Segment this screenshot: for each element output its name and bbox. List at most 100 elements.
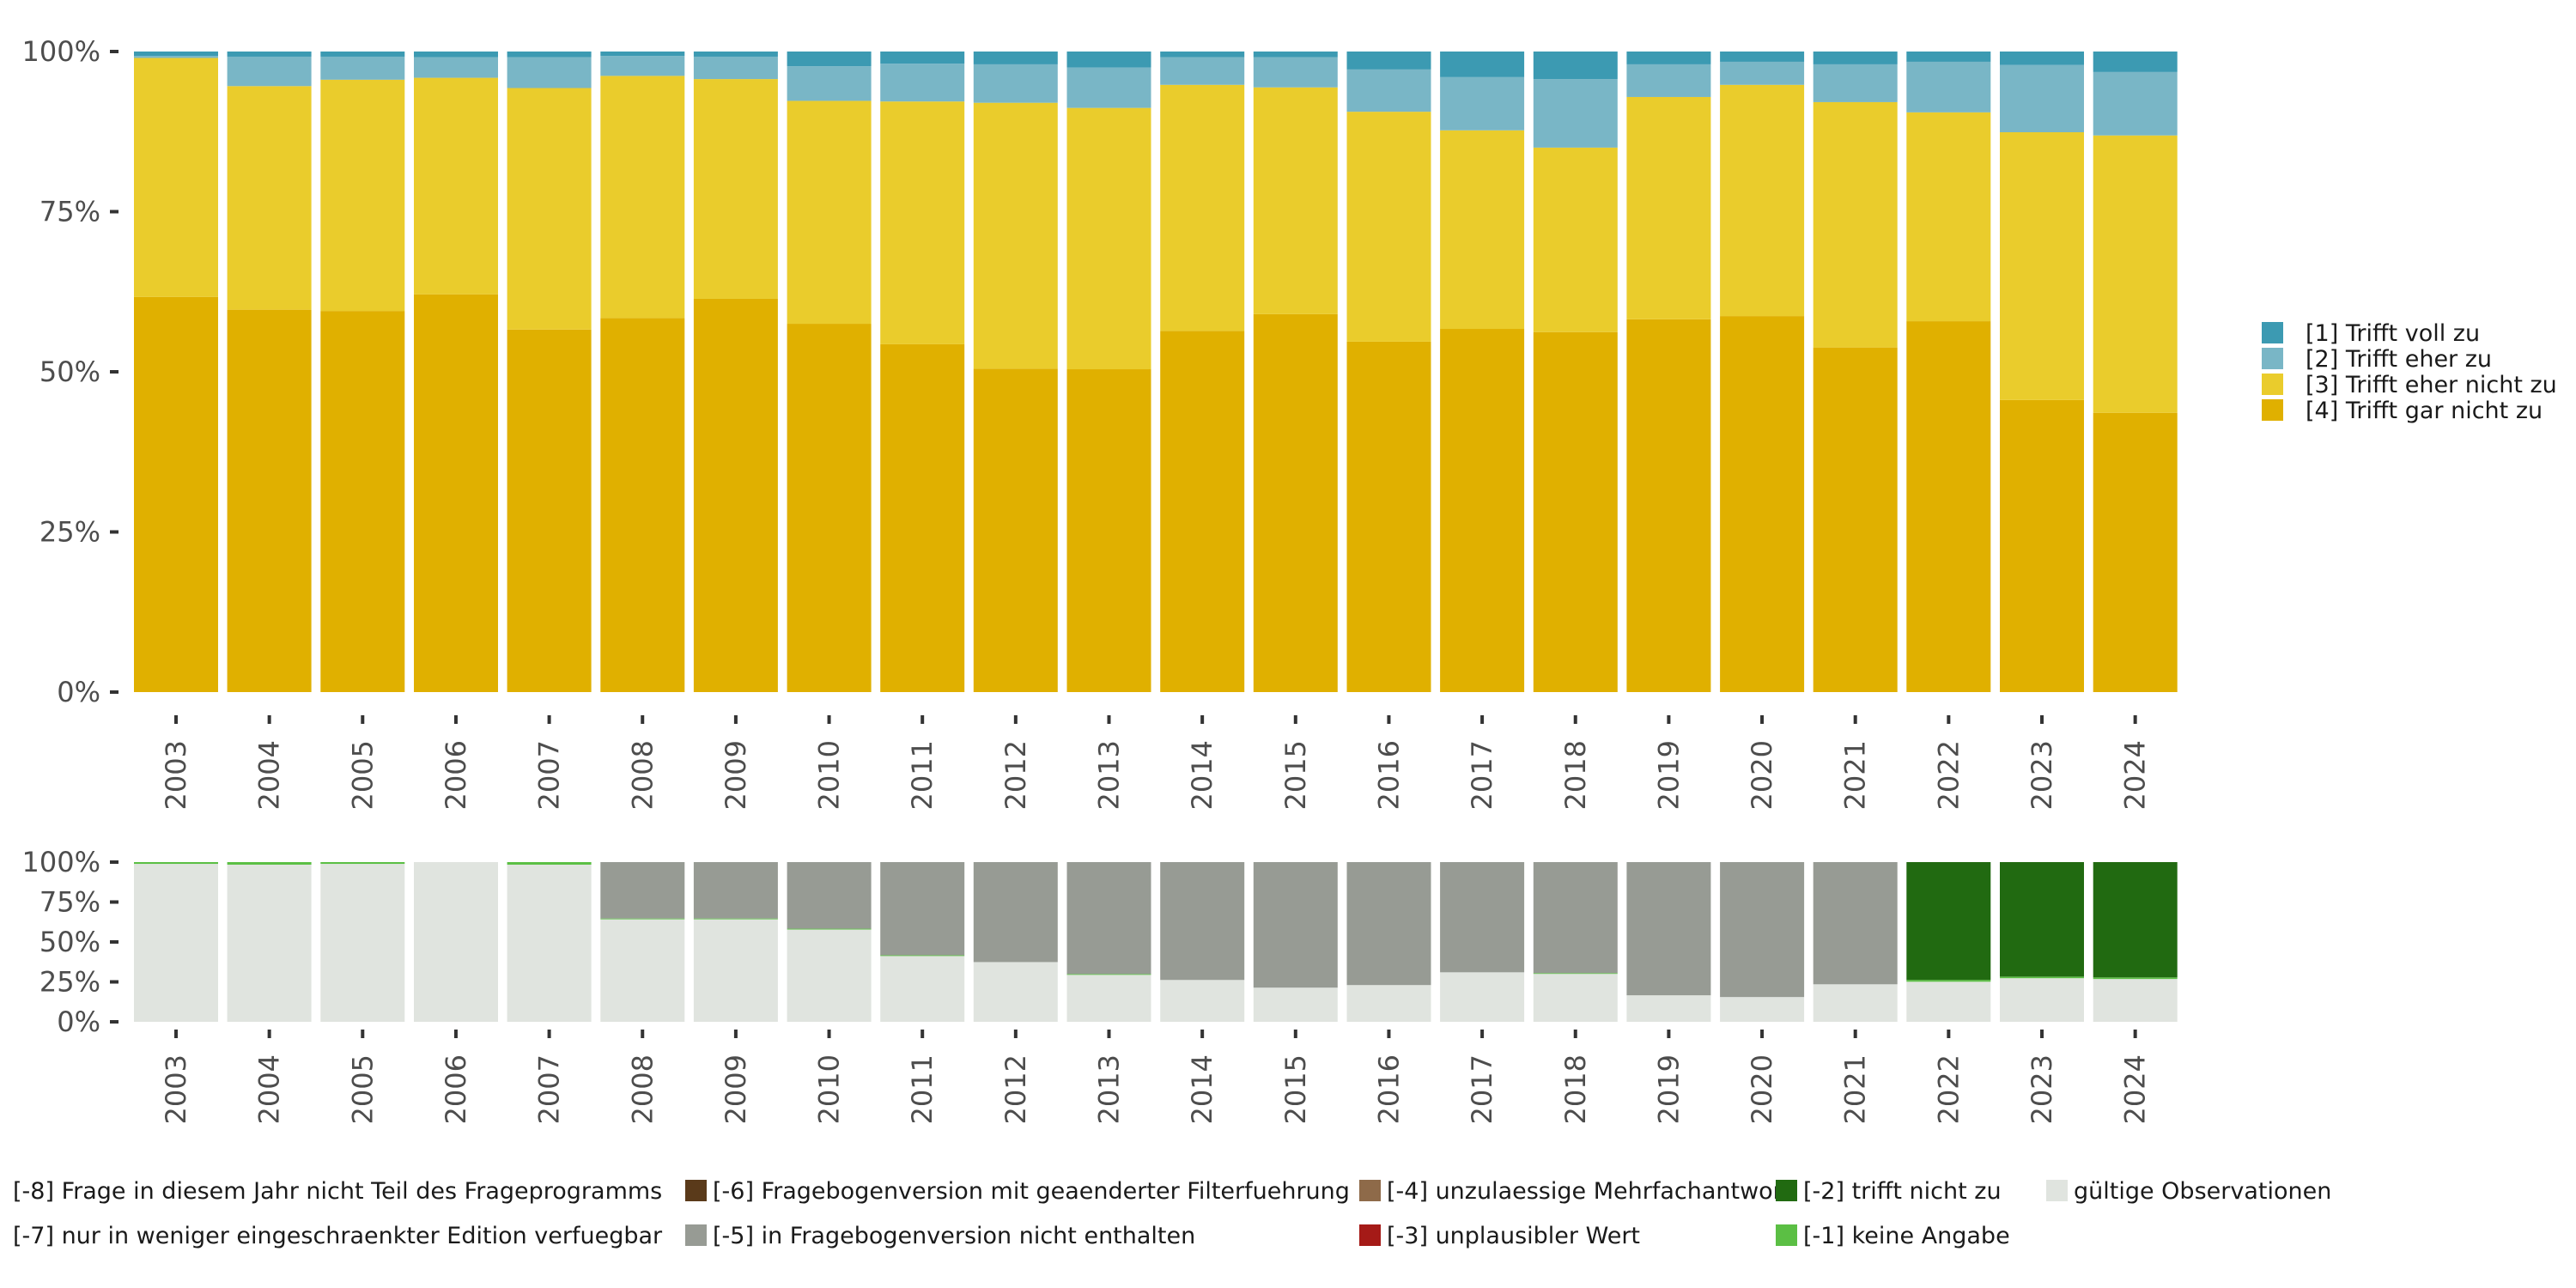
main-x-tick-label: 2008 xyxy=(626,740,659,810)
sub-bar-2013 xyxy=(1066,862,1151,1022)
sub-segment-2008-1-keine-angabe xyxy=(600,918,685,920)
main-x-tick-label: 2020 xyxy=(1746,740,1778,810)
sub-y-tick-label: 50% xyxy=(39,926,100,958)
main-segment-2024-3-trifft-eher-nicht-zu xyxy=(2093,135,2178,413)
legend-key-7-nur-in-weniger-eingeschraenkter-edition-verfuegbar xyxy=(0,1224,7,1246)
sub-x-tick-label: 2007 xyxy=(533,1054,566,1124)
main-segment-2006-3-trifft-eher-nicht-zu xyxy=(414,77,498,295)
sub-segment-2010-g-ltige-observationen xyxy=(787,929,872,1022)
sub-segment-2008-5-in-fragebogenversion-nicht-enthalten xyxy=(600,862,685,919)
sub-x-tick-label: 2013 xyxy=(1093,1054,1126,1124)
sub-x-tick-label: 2003 xyxy=(160,1054,192,1124)
main-segment-2016-1-trifft-voll-zu xyxy=(1346,52,1431,70)
main-segment-2013-2-trifft-eher-zu xyxy=(1066,67,1151,108)
sub-x-tick-label: 2023 xyxy=(2026,1054,2058,1124)
sub-segment-2013-5-in-fragebogenversion-nicht-enthalten xyxy=(1066,862,1151,975)
legend-label: [-4] unzulaessige Mehrfachantwort xyxy=(1387,1178,1791,1205)
main-segment-2006-2-trifft-eher-zu xyxy=(414,57,498,78)
main-bar-2019 xyxy=(1626,52,1711,692)
main-bar-2022 xyxy=(1906,52,1991,692)
sub-segment-2007-g-ltige-observationen xyxy=(507,864,592,1022)
sub-y-tick-label: 25% xyxy=(39,966,100,999)
main-x-tick-label: 2021 xyxy=(1839,740,1872,810)
sub-x-tick-label: 2017 xyxy=(1466,1054,1498,1124)
sub-segment-2004-g-ltige-observationen xyxy=(227,864,312,1022)
main-segment-2022-2-trifft-eher-zu xyxy=(1906,61,1991,112)
main-y-axis: 0% 25% 50% 75% 100% xyxy=(22,35,118,708)
sub-bar-2004 xyxy=(227,862,312,1022)
sub-segment-2023-1-keine-angabe xyxy=(2000,976,2084,979)
main-bar-2023 xyxy=(2000,52,2084,692)
sub-y-tick-label: 75% xyxy=(39,886,100,919)
sub-segment-2004-1-keine-angabe xyxy=(227,862,312,865)
main-bar-2018 xyxy=(1533,52,1618,692)
main-segment-2013-4-trifft-gar-nicht-zu xyxy=(1066,369,1151,692)
main-segment-2017-4-trifft-gar-nicht-zu xyxy=(1440,329,1525,692)
main-y-tick-label: 50% xyxy=(39,355,100,388)
legend-label: [-6] Fragebogenversion mit geaenderter F… xyxy=(713,1178,1350,1205)
main-y-tick-label: 75% xyxy=(39,196,100,228)
main-segment-2011-3-trifft-eher-nicht-zu xyxy=(880,101,965,344)
sub-segment-2009-g-ltige-observationen xyxy=(693,919,778,1022)
legend-key-5-in-fragebogenversion-nicht-enthalten xyxy=(685,1224,707,1246)
sub-y-tick-label: 100% xyxy=(22,846,100,878)
main-segment-2013-1-trifft-voll-zu xyxy=(1066,52,1151,68)
legend-label: [-3] unplausibler Wert xyxy=(1387,1223,1640,1249)
main-bar-2004 xyxy=(227,52,312,692)
main-segment-2009-1-trifft-voll-zu xyxy=(693,52,778,57)
legend-key-8-frage-in-diesem-jahr-nicht-teil-des-frageprogramms xyxy=(0,1180,7,1201)
sub-segment-2011-1-keine-angabe xyxy=(880,955,965,957)
main-x-tick-label: 2019 xyxy=(1652,740,1685,810)
main-x-tick-label: 2004 xyxy=(253,740,286,810)
main-segment-2019-3-trifft-eher-nicht-zu xyxy=(1626,96,1711,319)
sub-segment-2021-5-in-fragebogenversion-nicht-enthalten xyxy=(1813,862,1898,985)
main-segment-2017-2-trifft-eher-zu xyxy=(1440,76,1525,131)
main-segment-2023-3-trifft-eher-nicht-zu xyxy=(2000,132,2084,400)
main-segment-2015-3-trifft-eher-nicht-zu xyxy=(1253,87,1338,314)
main-x-axis: 2003 2004 2005 2006 2007 2008 2009 2010 2011 2012… xyxy=(160,715,2152,810)
main-x-tick-label: 2012 xyxy=(999,740,1032,810)
legend-label: [4] Trifft gar nicht zu xyxy=(2306,398,2543,424)
sub-segment-2009-5-in-fragebogenversion-nicht-enthalten xyxy=(693,862,778,919)
main-legend: [1] Trifft voll zu[2] Trifft eher zu[3] … xyxy=(2262,320,2557,424)
sub-x-tick-label: 2009 xyxy=(720,1054,752,1124)
main-bar-2003 xyxy=(134,52,218,692)
sub-segment-2018-5-in-fragebogenversion-nicht-enthalten xyxy=(1533,862,1618,974)
main-y-tick-label: 100% xyxy=(22,35,100,68)
sub-bar-2023 xyxy=(2000,862,2084,1022)
main-segment-2003-4-trifft-gar-nicht-zu xyxy=(134,296,218,692)
main-segment-2020-3-trifft-eher-nicht-zu xyxy=(1720,84,1805,317)
main-segment-2008-2-trifft-eher-zu xyxy=(600,56,685,76)
main-segment-2013-3-trifft-eher-nicht-zu xyxy=(1066,107,1151,370)
main-segment-2006-4-trifft-gar-nicht-zu xyxy=(414,294,498,692)
sub-bar-2016 xyxy=(1346,862,1431,1022)
main-bar-2015 xyxy=(1253,52,1338,692)
sub-x-tick-label: 2005 xyxy=(346,1054,379,1124)
sub-segment-2021-g-ltige-observationen xyxy=(1813,984,1898,1022)
sub-x-tick-label: 2012 xyxy=(999,1054,1032,1124)
sub-bar-2024 xyxy=(2093,862,2178,1022)
main-segment-2011-1-trifft-voll-zu xyxy=(880,52,965,64)
main-bar-2012 xyxy=(973,52,1058,692)
sub-x-tick-label: 2011 xyxy=(906,1054,939,1124)
sub-segment-2010-5-in-fragebogenversion-nicht-enthalten xyxy=(787,862,872,929)
main-segment-2006-1-trifft-voll-zu xyxy=(414,52,498,58)
legend-key-2-trifft-nicht-zu xyxy=(1776,1180,1797,1201)
sub-x-tick-label: 2010 xyxy=(813,1054,846,1124)
sub-x-tick-label: 2015 xyxy=(1279,1054,1312,1124)
main-segment-2024-2-trifft-eher-zu xyxy=(2093,71,2178,136)
sub-x-tick-label: 2016 xyxy=(1372,1054,1405,1124)
sub-segment-2024-g-ltige-observationen xyxy=(2093,979,2178,1022)
main-segment-2020-4-trifft-gar-nicht-zu xyxy=(1720,316,1805,692)
legend-label: gültige Observationen xyxy=(2074,1178,2331,1205)
main-segment-2007-3-trifft-eher-nicht-zu xyxy=(507,88,592,330)
sub-x-axis: 2003 2004 2005 2006 2007 2008 2009 2010 2011 2012… xyxy=(160,1030,2152,1124)
main-segment-2021-1-trifft-voll-zu xyxy=(1813,52,1898,64)
main-segment-2007-4-trifft-gar-nicht-zu xyxy=(507,329,592,692)
sub-x-tick-label: 2014 xyxy=(1186,1054,1218,1124)
sub-bar-2008 xyxy=(600,862,685,1022)
sub-segment-2015-5-in-fragebogenversion-nicht-enthalten xyxy=(1253,862,1338,988)
main-x-tick-label: 2022 xyxy=(1932,740,1965,810)
sub-bar-2011 xyxy=(880,862,965,1022)
main-segment-2005-4-trifft-gar-nicht-zu xyxy=(320,311,405,692)
